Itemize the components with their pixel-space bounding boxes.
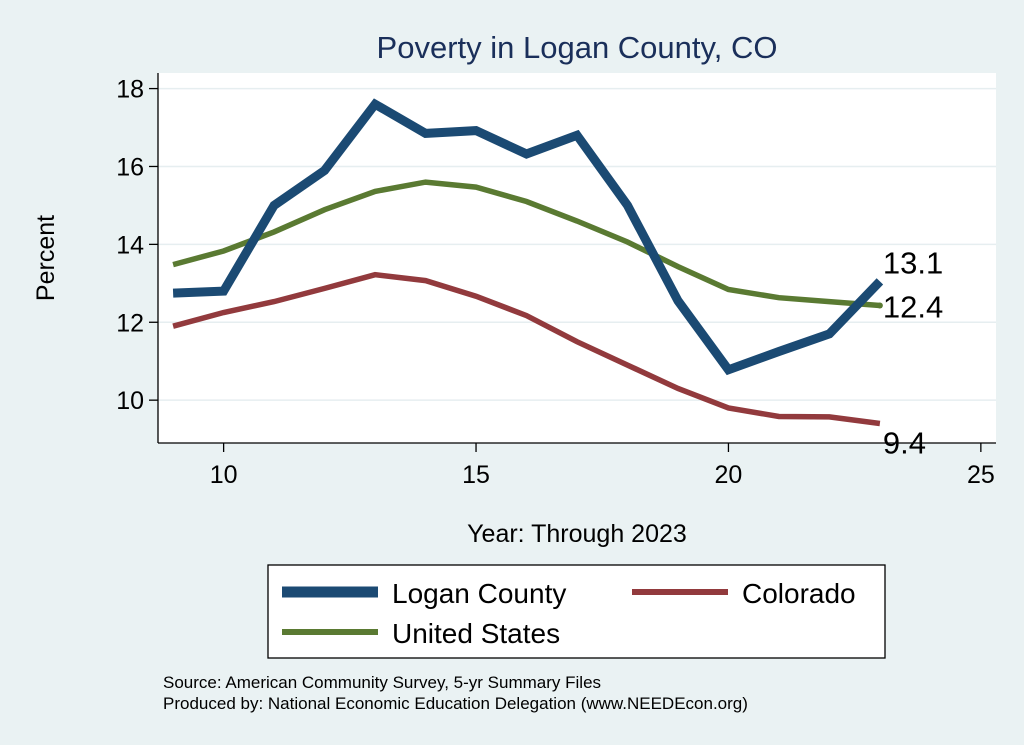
plot-area xyxy=(158,73,996,443)
legend-label-logan-county: Logan County xyxy=(392,578,566,609)
y-tick-label-14: 14 xyxy=(116,231,144,259)
end-labels: 13.1 9.4 12.4 xyxy=(883,245,943,460)
y-tick-label-18: 18 xyxy=(116,76,144,104)
legend-item-logan-county: Logan County xyxy=(282,578,566,609)
legend-box xyxy=(267,564,886,659)
x-axis-ticks: 10 15 20 25 xyxy=(210,443,995,489)
end-label-colorado: 9.4 xyxy=(883,426,926,461)
y-tick-label-12: 12 xyxy=(116,309,144,337)
x-tick-label-25: 25 xyxy=(967,461,995,489)
legend-label-colorado: Colorado xyxy=(742,578,856,609)
legend-label-united-states: United States xyxy=(392,618,560,649)
series-line-logan-county xyxy=(172,98,884,376)
x-tick-label-15: 15 xyxy=(462,461,490,489)
legend-item-colorado: Colorado xyxy=(632,578,856,609)
end-marker-united-states xyxy=(876,302,883,309)
series-line-united-states xyxy=(172,179,881,309)
x-axis-title: Year: Through 2023 xyxy=(467,520,687,548)
end-label-united-states: 12.4 xyxy=(883,290,943,325)
y-tick-label-16: 16 xyxy=(116,153,144,181)
footer-source: Source: American Community Survey, 5-yr … xyxy=(163,673,601,692)
y-tick-label-10: 10 xyxy=(116,387,144,415)
x-tick-label-10: 10 xyxy=(210,461,238,489)
y-axis-ticks: 10 12 14 16 18 xyxy=(116,76,158,415)
series-lines xyxy=(172,98,884,427)
series-line-colorado xyxy=(172,271,881,427)
y-axis-title: Percent xyxy=(32,215,60,301)
footer-produced: Produced by: National Economic Education… xyxy=(163,694,748,713)
gridlines xyxy=(158,87,996,401)
chart-title: Poverty in Logan County, CO xyxy=(377,30,778,65)
legend-item-united-states: United States xyxy=(282,618,560,649)
x-tick-label-20: 20 xyxy=(715,461,743,489)
end-label-logan-county: 13.1 xyxy=(883,245,943,280)
